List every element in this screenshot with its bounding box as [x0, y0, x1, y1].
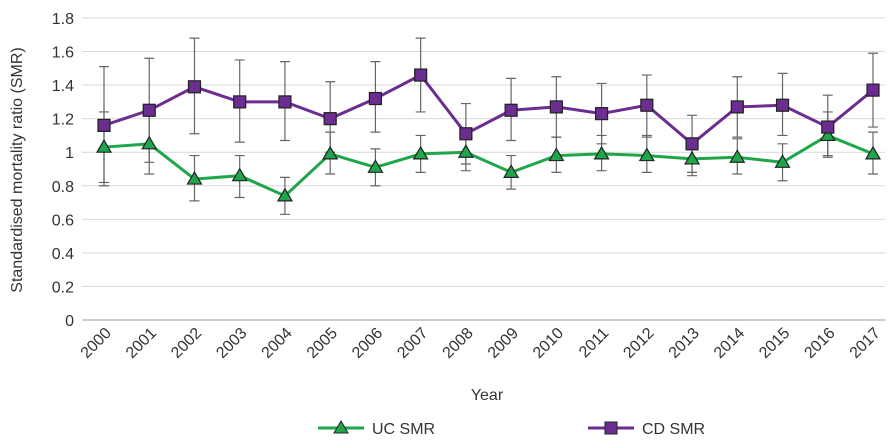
- x-tick-label: 2010: [530, 325, 567, 362]
- data-point: [186, 170, 203, 185]
- x-tick-label: 2013: [666, 325, 703, 362]
- data-point: [548, 147, 565, 162]
- x-tick-label: 2014: [711, 325, 748, 362]
- data-point: [323, 112, 337, 126]
- data-point: [640, 98, 654, 112]
- x-tick-label: 2001: [123, 325, 160, 362]
- y-axis-title: Standardised mortality ratio (SMR): [9, 47, 26, 292]
- data-point: [278, 95, 292, 109]
- legend-label: UC SMR: [372, 421, 435, 438]
- y-tick-label: 1.8: [52, 11, 74, 28]
- x-tick-label: 2003: [213, 325, 250, 362]
- data-point: [457, 144, 474, 158]
- y-tick-label: 1.2: [52, 112, 74, 129]
- data-point: [821, 120, 835, 134]
- data-point: [685, 137, 699, 151]
- data-point: [504, 103, 518, 117]
- x-tick-label: 2016: [801, 325, 838, 362]
- data-point: [730, 100, 744, 114]
- x-tick-label: 2017: [847, 325, 884, 362]
- data-point: [97, 118, 111, 132]
- x-tick-label: 2009: [485, 325, 522, 362]
- data-point: [95, 138, 113, 153]
- data-point: [412, 145, 429, 160]
- data-point: [414, 68, 428, 82]
- data-point: [549, 100, 563, 114]
- data-point: [774, 154, 791, 168]
- x-tick-label: 2006: [349, 325, 386, 362]
- data-point: [866, 83, 880, 97]
- x-axis-title: Year: [471, 387, 504, 404]
- data-point: [322, 145, 339, 160]
- x-tick-label: 2004: [259, 325, 296, 362]
- legend-label: CD SMR: [642, 421, 705, 438]
- data-point: [775, 98, 790, 112]
- data-point: [638, 147, 655, 162]
- data-point: [819, 127, 836, 142]
- series-line: [103, 73, 874, 146]
- y-tick-label: 1: [65, 145, 74, 162]
- data-point: [729, 149, 746, 163]
- x-tick-label: 2005: [304, 325, 341, 362]
- data-point: [231, 167, 248, 182]
- legend-marker: [333, 420, 349, 434]
- data-point: [368, 91, 383, 106]
- x-tick-label: 2007: [394, 325, 431, 362]
- y-tick-label: 0.2: [52, 279, 74, 296]
- data-point: [594, 107, 609, 121]
- data-point: [276, 187, 293, 202]
- data-point: [593, 145, 610, 160]
- y-tick-label: 1.6: [52, 45, 74, 62]
- data-point: [684, 150, 701, 165]
- y-tick-label: 1.4: [52, 78, 74, 95]
- data-point: [459, 127, 473, 141]
- data-point: [367, 159, 384, 173]
- data-point: [864, 145, 882, 160]
- y-tick-label: 0.4: [52, 246, 74, 263]
- data-point: [141, 135, 158, 150]
- x-tick-label: 2011: [576, 325, 612, 361]
- y-tick-label: 0: [65, 313, 74, 330]
- series-line: [103, 133, 874, 198]
- x-tick-label: 2008: [440, 325, 477, 362]
- data-point: [187, 80, 202, 94]
- data-point: [233, 95, 247, 109]
- x-tick-label: 2000: [78, 325, 115, 362]
- x-tick-label: 2015: [756, 325, 793, 362]
- data-point: [142, 103, 156, 117]
- x-tick-label: 2002: [168, 325, 205, 362]
- y-tick-label: 0.6: [52, 212, 74, 229]
- y-tick-label: 0.8: [52, 179, 74, 196]
- legend-marker: [604, 421, 618, 435]
- data-point: [503, 164, 520, 178]
- x-tick-label: 2012: [620, 325, 657, 362]
